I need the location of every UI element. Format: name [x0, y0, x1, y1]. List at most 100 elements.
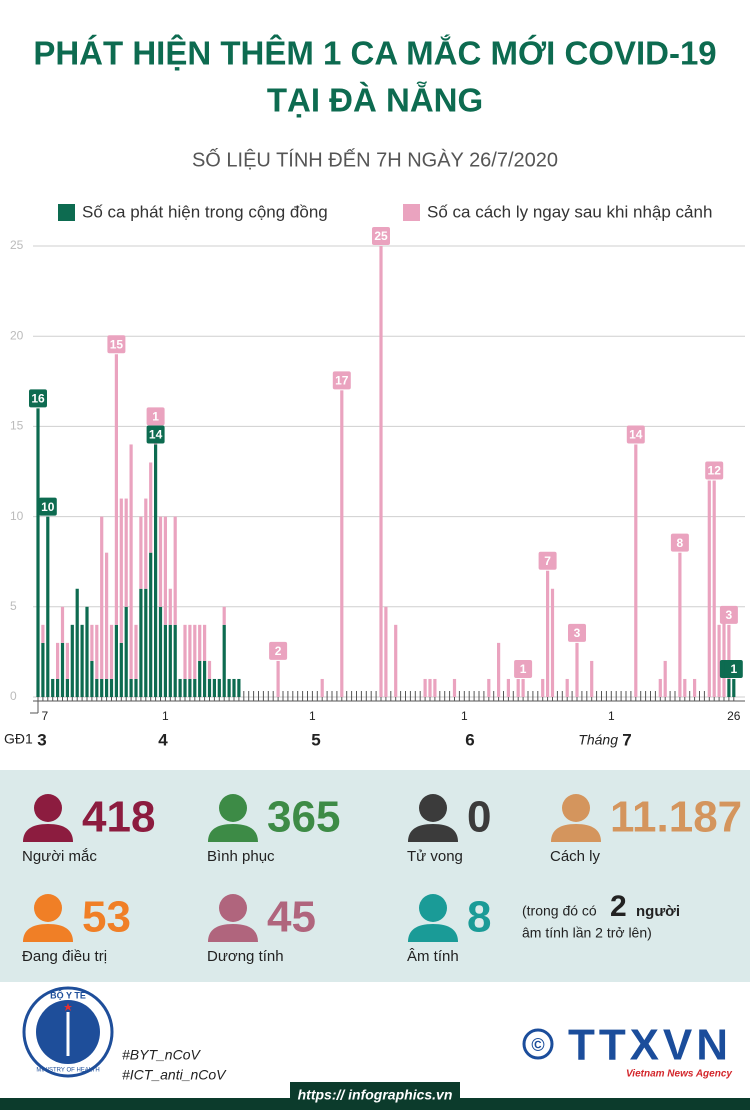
- y-tick-label: 25: [10, 238, 24, 252]
- bar: [60, 606, 65, 643]
- legend-label: Số ca cách ly ngay sau khi nhập cảnh: [427, 202, 712, 221]
- person-icon-head: [419, 894, 447, 922]
- bar: [658, 678, 662, 697]
- note-text: người: [636, 903, 680, 920]
- bar: [158, 606, 163, 697]
- bar: [394, 624, 398, 697]
- bar: [183, 678, 187, 697]
- person-icon-head: [219, 894, 247, 922]
- bar: [139, 588, 143, 697]
- stats-panel: [0, 770, 750, 982]
- value-label: 10: [41, 500, 55, 514]
- bar: [85, 606, 89, 697]
- agency-en: Vietnam News Agency: [626, 1069, 732, 1080]
- stat-label: Bình phục: [207, 848, 275, 865]
- bar: [693, 678, 697, 697]
- bar: [168, 588, 172, 625]
- bar: [65, 642, 69, 679]
- bar: [340, 390, 344, 697]
- value-label: 15: [110, 337, 124, 351]
- x-tick-label: 1: [162, 709, 169, 723]
- bar: [222, 606, 226, 625]
- bar: [114, 624, 118, 697]
- note-number: 2: [610, 890, 627, 923]
- value-label-box: [719, 605, 738, 624]
- value-label: 8: [677, 536, 684, 550]
- bar: [320, 678, 324, 697]
- bar: [119, 498, 123, 643]
- value-label-box: [332, 371, 351, 390]
- bar: [124, 606, 128, 697]
- bar: [683, 678, 687, 697]
- value-label-box: [705, 461, 724, 480]
- bar: [193, 624, 197, 679]
- bar: [207, 678, 212, 697]
- value-label: 3: [726, 608, 733, 622]
- note-text: (trong đó có: [522, 903, 597, 919]
- bar: [144, 588, 148, 697]
- value-label-box: [724, 659, 743, 678]
- logo-star: [64, 1003, 72, 1011]
- stat-label: Âm tính: [407, 948, 459, 965]
- legend-swatch: [58, 204, 75, 221]
- stat-value: 53: [82, 893, 131, 942]
- person-icon-body: [408, 824, 458, 842]
- bar: [173, 624, 177, 697]
- bar: [119, 642, 123, 697]
- value-label-box: [146, 407, 165, 426]
- bar: [227, 678, 231, 697]
- legend-label: Số ca phát hiện trong cộng đồng: [82, 202, 328, 221]
- bar: [379, 246, 383, 697]
- person-icon-head: [219, 794, 247, 822]
- value-label-box: [568, 623, 586, 642]
- stat-value: 365: [267, 793, 340, 842]
- stat-value: 418: [82, 793, 155, 842]
- bar: [90, 660, 94, 697]
- stat-label: Đang điều trị: [22, 948, 107, 965]
- bar: [678, 552, 682, 697]
- value-label-box: [514, 659, 533, 678]
- url: https:// infographics.vn: [298, 1087, 453, 1103]
- bar: [149, 552, 153, 697]
- value-label: 16: [31, 392, 45, 406]
- person-icon-head: [34, 794, 62, 822]
- y-tick-label: 20: [10, 328, 24, 342]
- x-tick-label: 1: [608, 709, 615, 723]
- title: PHÁT HIỆN THÊM 1 CA MẮC MỚI COVID-19: [33, 35, 716, 72]
- value-label: 1: [520, 662, 527, 676]
- bar: [707, 480, 711, 697]
- legend-swatch: [403, 204, 420, 221]
- copyright-ring: [522, 1028, 554, 1060]
- bar: [36, 408, 40, 697]
- bar: [46, 516, 50, 697]
- month-label: 4: [158, 730, 168, 749]
- stat-value: 8: [467, 893, 491, 942]
- value-label: 7: [544, 554, 551, 568]
- person-icon-body: [23, 924, 73, 942]
- value-label-box: [38, 497, 57, 516]
- person-icon-head: [562, 794, 590, 822]
- bar: [114, 354, 118, 625]
- bar: [105, 552, 109, 679]
- period-label: GĐ1: [4, 731, 33, 747]
- hashtag: #ICT_anti_nCoV: [122, 1067, 227, 1083]
- bar: [95, 678, 99, 697]
- bar: [717, 624, 721, 697]
- bar: [565, 678, 569, 697]
- person-icon-body: [208, 824, 258, 842]
- bar: [154, 444, 158, 697]
- value-label-box: [670, 533, 689, 552]
- value-label-box: [626, 425, 645, 444]
- bar: [423, 678, 427, 697]
- bar: [149, 462, 153, 553]
- bar: [158, 516, 163, 607]
- person-icon-head: [34, 894, 62, 922]
- bar: [198, 660, 202, 697]
- hashtag: #BYT_nCoV: [122, 1047, 201, 1063]
- value-label: 1: [152, 410, 159, 424]
- month-label: 3: [37, 730, 46, 749]
- bar: [732, 678, 736, 697]
- person-icon-body: [551, 824, 601, 842]
- x-tick-label: 7: [42, 709, 49, 723]
- value-label: 2: [275, 644, 282, 658]
